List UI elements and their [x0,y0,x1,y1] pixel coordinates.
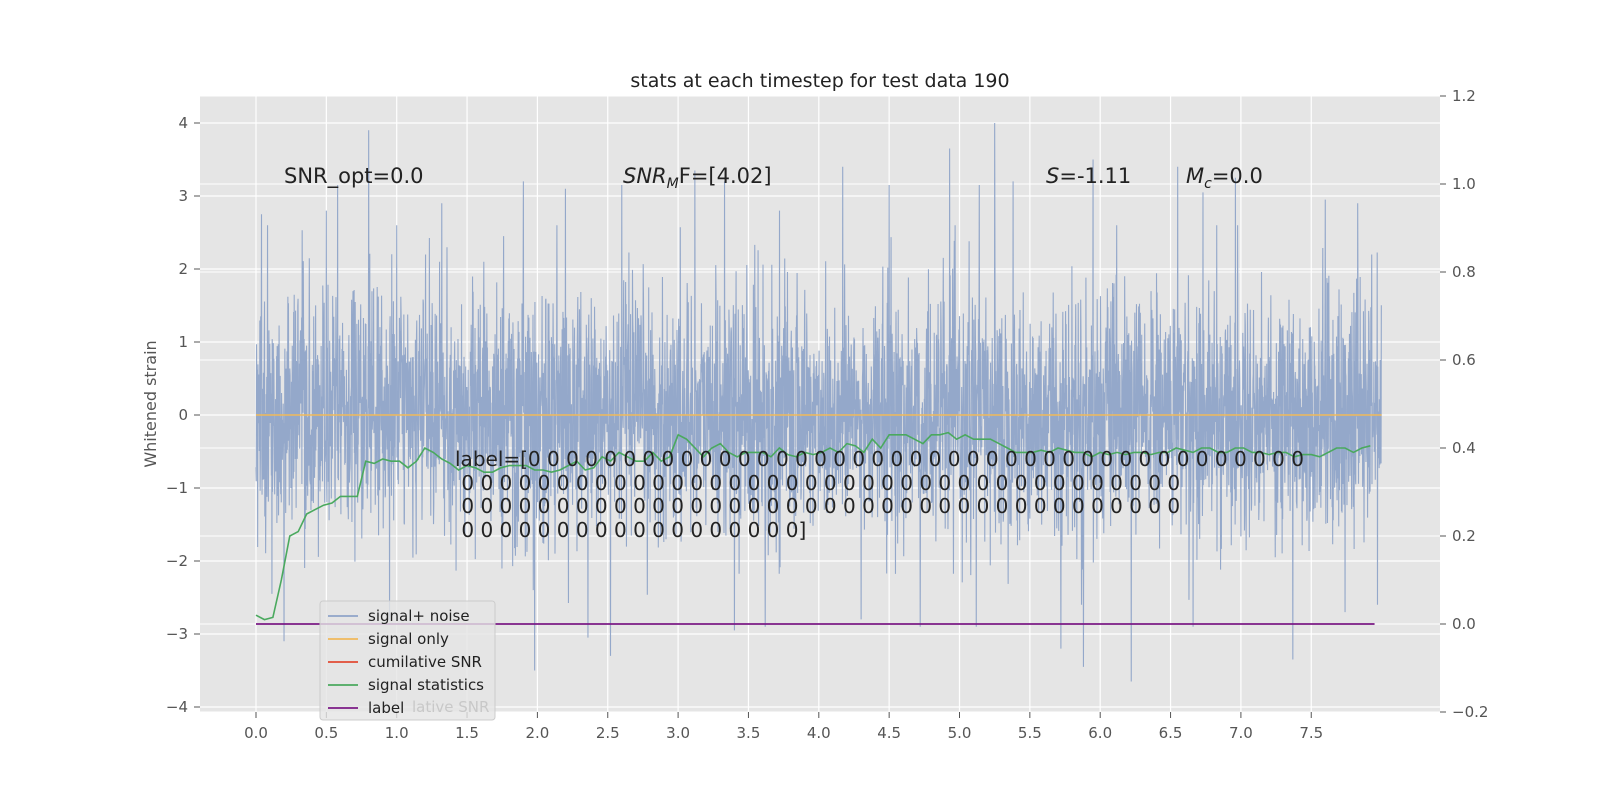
ghost-legend-text: lative SNR [412,698,489,716]
annotation-s-val: =-1.11 [1059,164,1131,188]
annotation-mc: Mc=0.0 [1186,164,1263,192]
y2-axis-ticks: −0.2 0.0 0.2 0.4 0.6 0.8 1.0 1.2 [1440,87,1488,721]
x-tick-label: 0.0 [244,724,268,742]
annotation-snr-mf-var: SNR [623,164,667,188]
signal-noise-line [255,122,1382,682]
y-tick-label: −3 [166,625,188,643]
x-tick-label: 1.5 [455,724,479,742]
annotation-snr-mf-sub: M [667,176,679,192]
y-axis-ticks: −4 −3 −2 −1 0 1 2 3 4 [166,114,200,716]
x-tick-label: 2.5 [596,724,620,742]
x-tick-label: 1.0 [385,724,409,742]
y2-tick-label: 1.2 [1452,87,1476,105]
x-axis-ticks: 0.0 0.5 1.0 1.5 2.0 2.5 3.0 3.5 4.0 4.5 5.0 5.5 6.0 6… [244,712,1323,742]
y2-tick-label: 0.8 [1452,263,1476,281]
series-signal-statistics [255,431,1371,621]
annotation-snr-opt: SNR_opt=0.0 [284,164,424,189]
x-tick-label: 0.5 [314,724,338,742]
annotation-s-var: S [1046,164,1059,188]
x-tick-label: 2.0 [525,724,549,742]
legend-item-cumilative-snr: cumilative SNR [328,653,482,671]
y2-tick-label: 0.6 [1452,351,1476,369]
x-tick-label: 3.0 [666,724,690,742]
x-tick-label: 7.5 [1299,724,1323,742]
x-tick-label: 5.5 [1018,724,1042,742]
annotation-mc-sub: c [1204,176,1212,192]
label-line-3: 0 0 0 0 0 0 0 0 0 0 0 0 0 0 0 0 0 0 0 0 … [455,494,1180,518]
y-tick-label: 0 [178,406,188,424]
y-tick-label: −1 [166,479,188,497]
y-tick-label: −2 [166,552,188,570]
y-tick-label: 1 [178,333,188,351]
series-signal-noise [255,122,1382,682]
legend-item-signal-statistics: signal statistics [328,676,484,694]
label-line-4: 0 0 0 0 0 0 0 0 0 0 0 0 0 0 0 0 0 0] [455,518,806,542]
legend-label: cumilative SNR [368,653,482,671]
annotation-snr-mf: SNRMF=[4.02] [623,164,772,192]
annotation-mc-var: M [1186,164,1204,188]
legend-label: signal statistics [368,676,484,694]
label-line-2: 0 0 0 0 0 0 0 0 0 0 0 0 0 0 0 0 0 0 0 0 … [455,471,1180,495]
legend-item-signal-noise: signal+ noise [328,607,470,625]
legend-label: signal+ noise [368,607,470,625]
chart-title: stats at each timestep for test data 190 [630,70,1009,92]
x-tick-label: 6.0 [1088,724,1112,742]
legend-item-signal-only: signal only [328,630,449,648]
y2-tick-label: −0.2 [1452,703,1488,721]
x-tick-label: 6.5 [1159,724,1183,742]
y-tick-label: 4 [178,114,188,132]
y-tick-label: 2 [178,260,188,278]
y-tick-label: 3 [178,187,188,205]
annotation-mc-val: =0.0 [1212,164,1263,188]
legend-box [319,600,496,721]
legend-label: signal only [368,630,449,648]
y-tick-label: −4 [166,698,188,716]
signal-statistics-line [255,431,1371,621]
y2-tick-label: 1.0 [1452,175,1476,193]
x-tick-label: 4.0 [807,724,831,742]
legend: lative SNR signal+ noise signal only cumil… [319,600,496,721]
x-tick-label: 5.0 [948,724,972,742]
legend-label: label [368,699,404,717]
y2-tick-label: 0.2 [1452,527,1476,545]
annotation-label-array: label=[0 0 0 0 0 0 0 0 0 0 0 0 0 0 0 0 0… [455,447,1304,542]
y2-tick-label: 0.4 [1452,439,1476,457]
annotation-snr-mf-rest: F=[4.02] [679,164,772,188]
annotation-s-stat: S=-1.11 [1046,164,1131,188]
y2-tick-label: 0.0 [1452,615,1476,633]
x-tick-label: 4.5 [877,724,901,742]
x-tick-label: 7.0 [1229,724,1253,742]
legend-item-label: label [328,699,404,717]
x-tick-label: 3.5 [737,724,761,742]
label-line-1: label=[0 0 0 0 0 0 0 0 0 0 0 0 0 0 0 0 0… [455,447,1304,471]
y-axis-label: Whitened strain [141,340,160,467]
